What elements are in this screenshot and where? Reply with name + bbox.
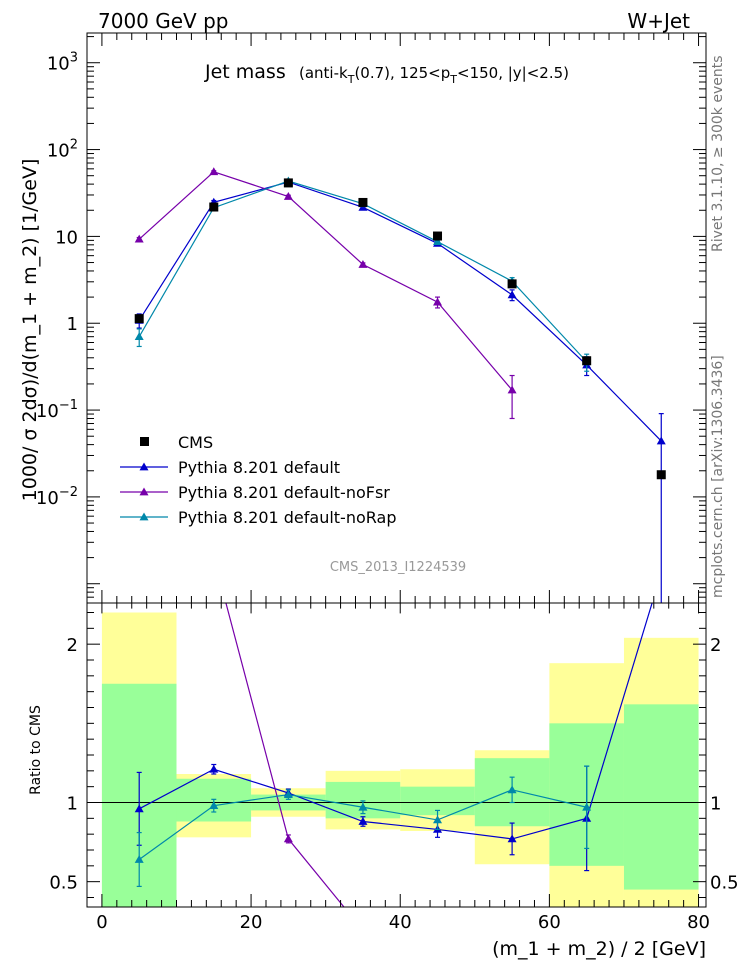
ratio-point-2-2 [283, 790, 293, 798]
ratio-y-axis-label: Ratio to CMS [28, 705, 44, 795]
legend-marker-triangle [139, 512, 149, 521]
legend-item-1: Pythia 8.201 default [120, 458, 340, 477]
side-label-upper: Rivet 3.1.10, ≥ 300k events [710, 55, 726, 252]
header-left: 7000 GeV pp [98, 9, 229, 33]
point-1-0 [134, 234, 144, 243]
y-tick-label: 10−1 [36, 398, 78, 422]
ratio-y-axis: 0.5 0.5 1 1 2 2 [49, 612, 739, 898]
ratio-y-tick-label-right: 1 [710, 794, 721, 815]
cms-point-0 [134, 314, 144, 324]
legend-label: Pythia 8.201 default-noFsr [178, 483, 390, 502]
ratio-point-2-3 [358, 802, 368, 811]
green-band-bin-7 [623, 704, 699, 890]
point-1-2 [283, 192, 293, 200]
ratio-point-0-1 [209, 764, 219, 773]
ratio-y-tick-label-left: 0.5 [49, 873, 78, 894]
ratio-point-1-3 [358, 926, 367, 934]
main-panel: 10−2 10−1 1 10 102 103 [36, 32, 707, 604]
legend-marker-triangle [139, 462, 149, 471]
legend-item-2: Pythia 8.201 default-noFsr [120, 483, 390, 502]
y-tick-label: 102 [47, 138, 78, 162]
x-tick-label: 20 [240, 912, 263, 933]
side-label-lower: mcplots.cern.ch [arXiv:1306.3436] [710, 355, 726, 598]
ratio-point-2-6 [582, 802, 592, 811]
x-tick-label: 60 [538, 912, 561, 933]
point-0-7 [656, 436, 666, 445]
x-axis-label: (m_1 + m_2) / 2 [GeV] [492, 938, 706, 960]
cms-point-7 [656, 470, 666, 480]
ratio-panel: 0 20 40 60 800.5 0.51 12 2 [49, 33, 739, 937]
point-1-1 [209, 167, 219, 176]
point-1-4 [433, 297, 443, 306]
y-axis-label: 1000/ σ 2dσ)/d(m_1 + m_2) [1/GeV] [19, 159, 41, 502]
ratio-series-1 [209, 553, 442, 937]
chart-title-main: Jet mass [204, 61, 286, 83]
ratio-point-2-1 [209, 801, 219, 810]
ratio-y-tick-label-right: 0.5 [710, 873, 739, 894]
ratio-point-2-0 [134, 855, 144, 863]
legend-item-0: CMS [140, 433, 213, 452]
ratio-point-1-2 [283, 834, 293, 843]
uncertainty-bands [101, 612, 699, 907]
ratio-y-tick-label-left: 1 [67, 794, 78, 815]
header-right: W+Jet [627, 9, 690, 33]
ratio-point-0-3 [358, 817, 368, 825]
x-tick-label: 40 [389, 912, 412, 933]
cms-point-6 [582, 356, 592, 366]
ratio-point-1-4 [433, 929, 442, 937]
y-axis: 10−2 10−1 1 10 102 103 [36, 36, 706, 604]
x-tick-label: 0 [96, 912, 107, 933]
point-1-3 [358, 259, 368, 268]
ratio-line-1 [225, 603, 345, 907]
point-0-5 [507, 290, 517, 299]
legend-item-3: Pythia 8.201 default-noRap [120, 508, 396, 527]
y-tick-label: 10−2 [36, 485, 78, 509]
point-2-4 [433, 237, 443, 246]
ratio-series [134, 553, 653, 937]
chart-title-detail: (anti-kT(0.7), 125<pT<150, |y|<2.5) [299, 64, 569, 86]
ratio-y-tick-label-right: 2 [710, 635, 721, 656]
legend-label: Pythia 8.201 default-noRap [178, 508, 396, 527]
reference-cms [134, 178, 666, 480]
series-line-0 [138, 181, 662, 442]
cms-point-2 [283, 178, 293, 188]
y-tick-label: 10 [55, 227, 78, 248]
point-1-5 [507, 385, 517, 394]
cms-point-1 [209, 202, 219, 212]
point-2-0 [134, 332, 144, 341]
legend-marker-triangle [139, 487, 149, 496]
legend-label: CMS [178, 433, 213, 452]
main-frame [86, 32, 707, 604]
cms-point-4 [433, 231, 443, 241]
cms-point-5 [507, 279, 517, 289]
ratio-point-2-4 [433, 815, 443, 824]
ratio-point-0-0 [134, 804, 144, 813]
legend-marker-square [140, 437, 149, 446]
watermark: CMS_2013_I1224539 [330, 560, 466, 575]
series-1 [134, 167, 517, 420]
ratio-y-tick-label-left: 2 [67, 635, 78, 656]
cms-point-3 [358, 197, 368, 207]
y-tick-label: 1 [67, 314, 78, 335]
x-axis: 0 20 40 60 80 [96, 33, 710, 933]
x-tick-label: 80 [687, 912, 710, 933]
legend-label: Pythia 8.201 default [178, 458, 340, 477]
ratio-point-0-5 [507, 834, 517, 843]
ratio-series-2 [134, 765, 592, 888]
ratio-line-0 [138, 603, 653, 840]
ratio-point-1-1 [209, 553, 218, 561]
ratio-point-2-5 [507, 785, 517, 794]
series-line-1 [138, 171, 513, 391]
y-tick-label: 103 [47, 51, 78, 75]
legend: CMS Pythia 8.201 default Pythia 8.201 defa… [120, 433, 396, 527]
